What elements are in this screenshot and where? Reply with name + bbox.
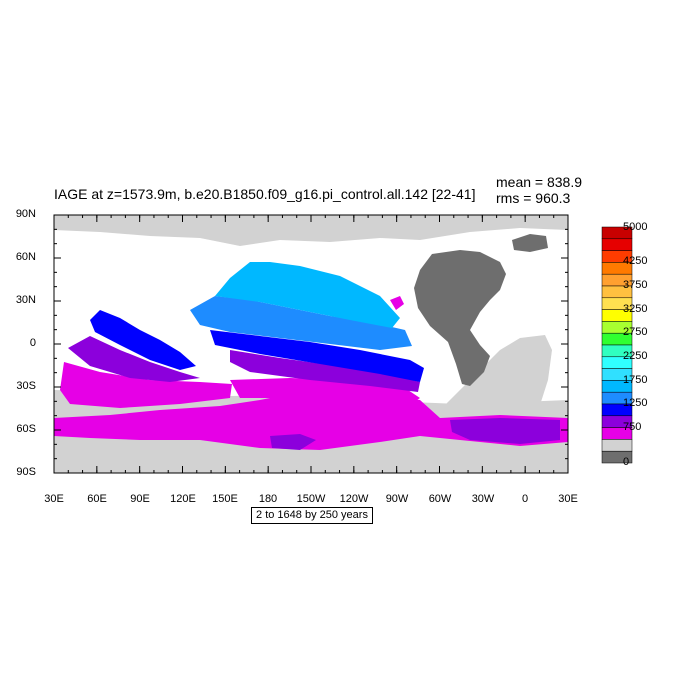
southern-ocean-magenta — [54, 392, 568, 450]
axis-ticks — [53, 214, 569, 474]
colorbar-label: 1750 — [623, 374, 648, 386]
greenland-dark-grey — [512, 234, 548, 252]
south-america-grey — [440, 335, 552, 414]
lon-label: 60W — [428, 493, 452, 505]
lon-label: 30E — [558, 493, 578, 505]
pacific-purple — [230, 350, 420, 392]
colorbar-label: 2250 — [623, 350, 648, 362]
indian-ocean-purple — [68, 336, 200, 382]
lon-label: 30W — [471, 493, 495, 505]
mean-stat: mean = 838.9 — [496, 174, 583, 190]
arctic-region — [54, 215, 568, 246]
pacific-mid-blue — [190, 296, 412, 350]
colorbar-swatch — [601, 450, 633, 464]
lat-label: 90N — [15, 208, 36, 220]
colorbar-swatch — [601, 439, 633, 452]
colorbar — [601, 226, 633, 464]
colorbar-label: 750 — [623, 421, 642, 433]
pacific-equatorial-blue — [210, 330, 424, 382]
lon-label: 120E — [170, 493, 196, 505]
south-pacific-purple-patch — [270, 434, 316, 450]
lat-label: 60N — [15, 251, 36, 263]
lon-label: 90E — [130, 493, 150, 505]
colorbar-label: 3750 — [623, 279, 648, 291]
north-pacific-cyan — [215, 262, 400, 328]
colorbar-label: 2750 — [623, 326, 648, 338]
lon-label: 150W — [296, 493, 326, 505]
lon-label: 120W — [339, 493, 369, 505]
plot-title: IAGE at z=1573.9m, b.e20.B1850.f09_g16.p… — [54, 186, 476, 202]
lat-label: 90S — [16, 466, 36, 478]
colorbar-label: 4250 — [623, 255, 648, 267]
colorbar-label: 3250 — [623, 303, 648, 315]
south-atlantic-purple — [450, 418, 560, 444]
colorbar-label: 0 — [623, 456, 630, 468]
lon-label: 90W — [385, 493, 409, 505]
lon-label: 150E — [212, 493, 238, 505]
lat-label: 30S — [16, 380, 36, 392]
lat-label: 0 — [29, 337, 36, 349]
rms-stat: rms = 960.3 — [496, 190, 571, 206]
colorbar-swatch — [601, 238, 633, 251]
lon-label: 60E — [87, 493, 107, 505]
colorbar-label: 5000 — [623, 221, 648, 233]
lon-label: 30E — [44, 493, 64, 505]
lon-label: 0 — [521, 493, 529, 505]
indian-ocean-blue — [90, 310, 196, 370]
colorbar-label: 1250 — [623, 397, 648, 409]
lat-label: 60S — [16, 423, 36, 435]
americas-dark-grey — [414, 250, 506, 386]
contour-info-box: 2 to 1648 by 250 years — [251, 507, 373, 524]
lon-label: 180 — [258, 493, 278, 505]
indian-ocean-magenta — [60, 362, 232, 408]
lat-label: 30N — [15, 294, 36, 306]
north-atlantic-magenta — [390, 296, 404, 310]
